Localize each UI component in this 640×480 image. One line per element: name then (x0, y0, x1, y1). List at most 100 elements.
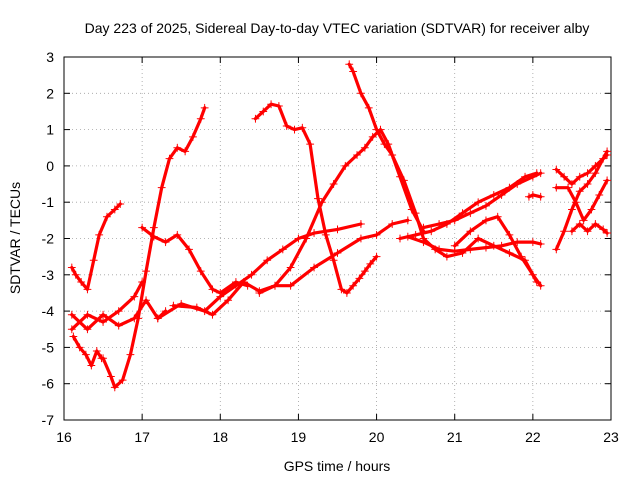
y-tick-label: 2 (46, 85, 54, 101)
data-point (567, 180, 576, 189)
y-tick-label: -3 (42, 267, 55, 283)
data-point (77, 278, 86, 287)
data-point (200, 103, 209, 112)
data-point (513, 180, 522, 189)
y-axis-label: SDTVAR / TECUs (7, 182, 23, 294)
series-arc-4 (67, 278, 147, 334)
data-point (349, 281, 358, 290)
data-point (372, 230, 381, 239)
series-arc-11 (345, 60, 541, 287)
data-point (356, 234, 365, 243)
data-point (575, 172, 584, 181)
data-point (411, 230, 420, 239)
series-arc-1 (69, 332, 106, 370)
data-point (208, 285, 217, 294)
data-point (575, 187, 584, 196)
data-point (274, 102, 283, 111)
data-point (571, 198, 580, 207)
data-point (493, 212, 502, 221)
series-arc-19 (552, 176, 612, 225)
data-point (298, 123, 307, 132)
data-point (69, 332, 78, 341)
data-point (372, 125, 381, 134)
data-point (185, 245, 194, 254)
data-point (427, 227, 436, 236)
data-point (345, 60, 354, 69)
data-point (552, 165, 561, 174)
series-arc-8 (169, 216, 412, 319)
data-point (286, 281, 295, 290)
series-trace (140, 226, 250, 295)
data-point (290, 125, 299, 134)
data-point (524, 192, 533, 201)
series-arc-9 (251, 100, 381, 297)
data-point (149, 223, 158, 232)
data-point (481, 243, 490, 252)
data-point (583, 169, 592, 178)
data-point (173, 143, 182, 152)
y-tick-label: -7 (42, 412, 55, 428)
data-point (116, 200, 125, 209)
data-point (263, 256, 272, 265)
data-point (99, 354, 108, 363)
data-point (481, 201, 490, 210)
data-point (83, 310, 92, 319)
data-point (106, 372, 115, 381)
data-point (89, 256, 98, 265)
series-trace (70, 280, 144, 331)
data-point (528, 190, 537, 199)
data-point (95, 230, 104, 239)
data-point (583, 227, 592, 236)
y-tick-label: 0 (46, 158, 54, 174)
y-tick-label: 1 (46, 122, 54, 138)
data-point (591, 219, 600, 228)
data-point (360, 143, 369, 152)
data-point (310, 229, 319, 238)
grid-layer (64, 57, 611, 420)
data-point (67, 263, 76, 272)
data-point (114, 321, 123, 330)
data-point (294, 234, 303, 243)
data-point (481, 216, 490, 225)
x-tick-label: 23 (603, 429, 619, 445)
data-point (528, 270, 537, 279)
data-point (302, 234, 311, 243)
data-point (364, 103, 373, 112)
data-point (149, 232, 158, 241)
series-trace (70, 202, 122, 291)
data-point (380, 140, 389, 149)
data-point (536, 169, 545, 178)
series-trace (453, 215, 543, 288)
data-point (259, 107, 268, 116)
data-point (282, 121, 291, 130)
data-point (138, 223, 147, 232)
data-point (353, 151, 362, 160)
x-tick-label: 20 (369, 429, 385, 445)
data-point (575, 219, 584, 228)
data-point (286, 263, 295, 272)
data-point (396, 234, 405, 243)
data-point (388, 219, 397, 228)
data-point (118, 376, 127, 385)
data-point (497, 190, 506, 199)
data-point (310, 263, 319, 272)
data-point (329, 180, 338, 189)
data-point (102, 212, 111, 221)
data-point (474, 234, 483, 243)
data-point (505, 230, 514, 239)
y-tick-label: -6 (42, 376, 55, 392)
data-point (71, 270, 80, 279)
chart-title: Day 223 of 2025, Sidereal Day-to-day VTE… (85, 20, 590, 36)
y-tick-label: -2 (42, 231, 55, 247)
y-tick-label: -1 (42, 194, 55, 210)
data-point (313, 194, 322, 203)
data-point (567, 205, 576, 214)
data-point (114, 307, 123, 316)
data-point (579, 216, 588, 225)
data-point (110, 205, 119, 214)
series-trace (70, 298, 168, 331)
data-point (564, 183, 573, 192)
series-arc-10 (255, 125, 428, 297)
series-arc-20 (567, 219, 612, 238)
